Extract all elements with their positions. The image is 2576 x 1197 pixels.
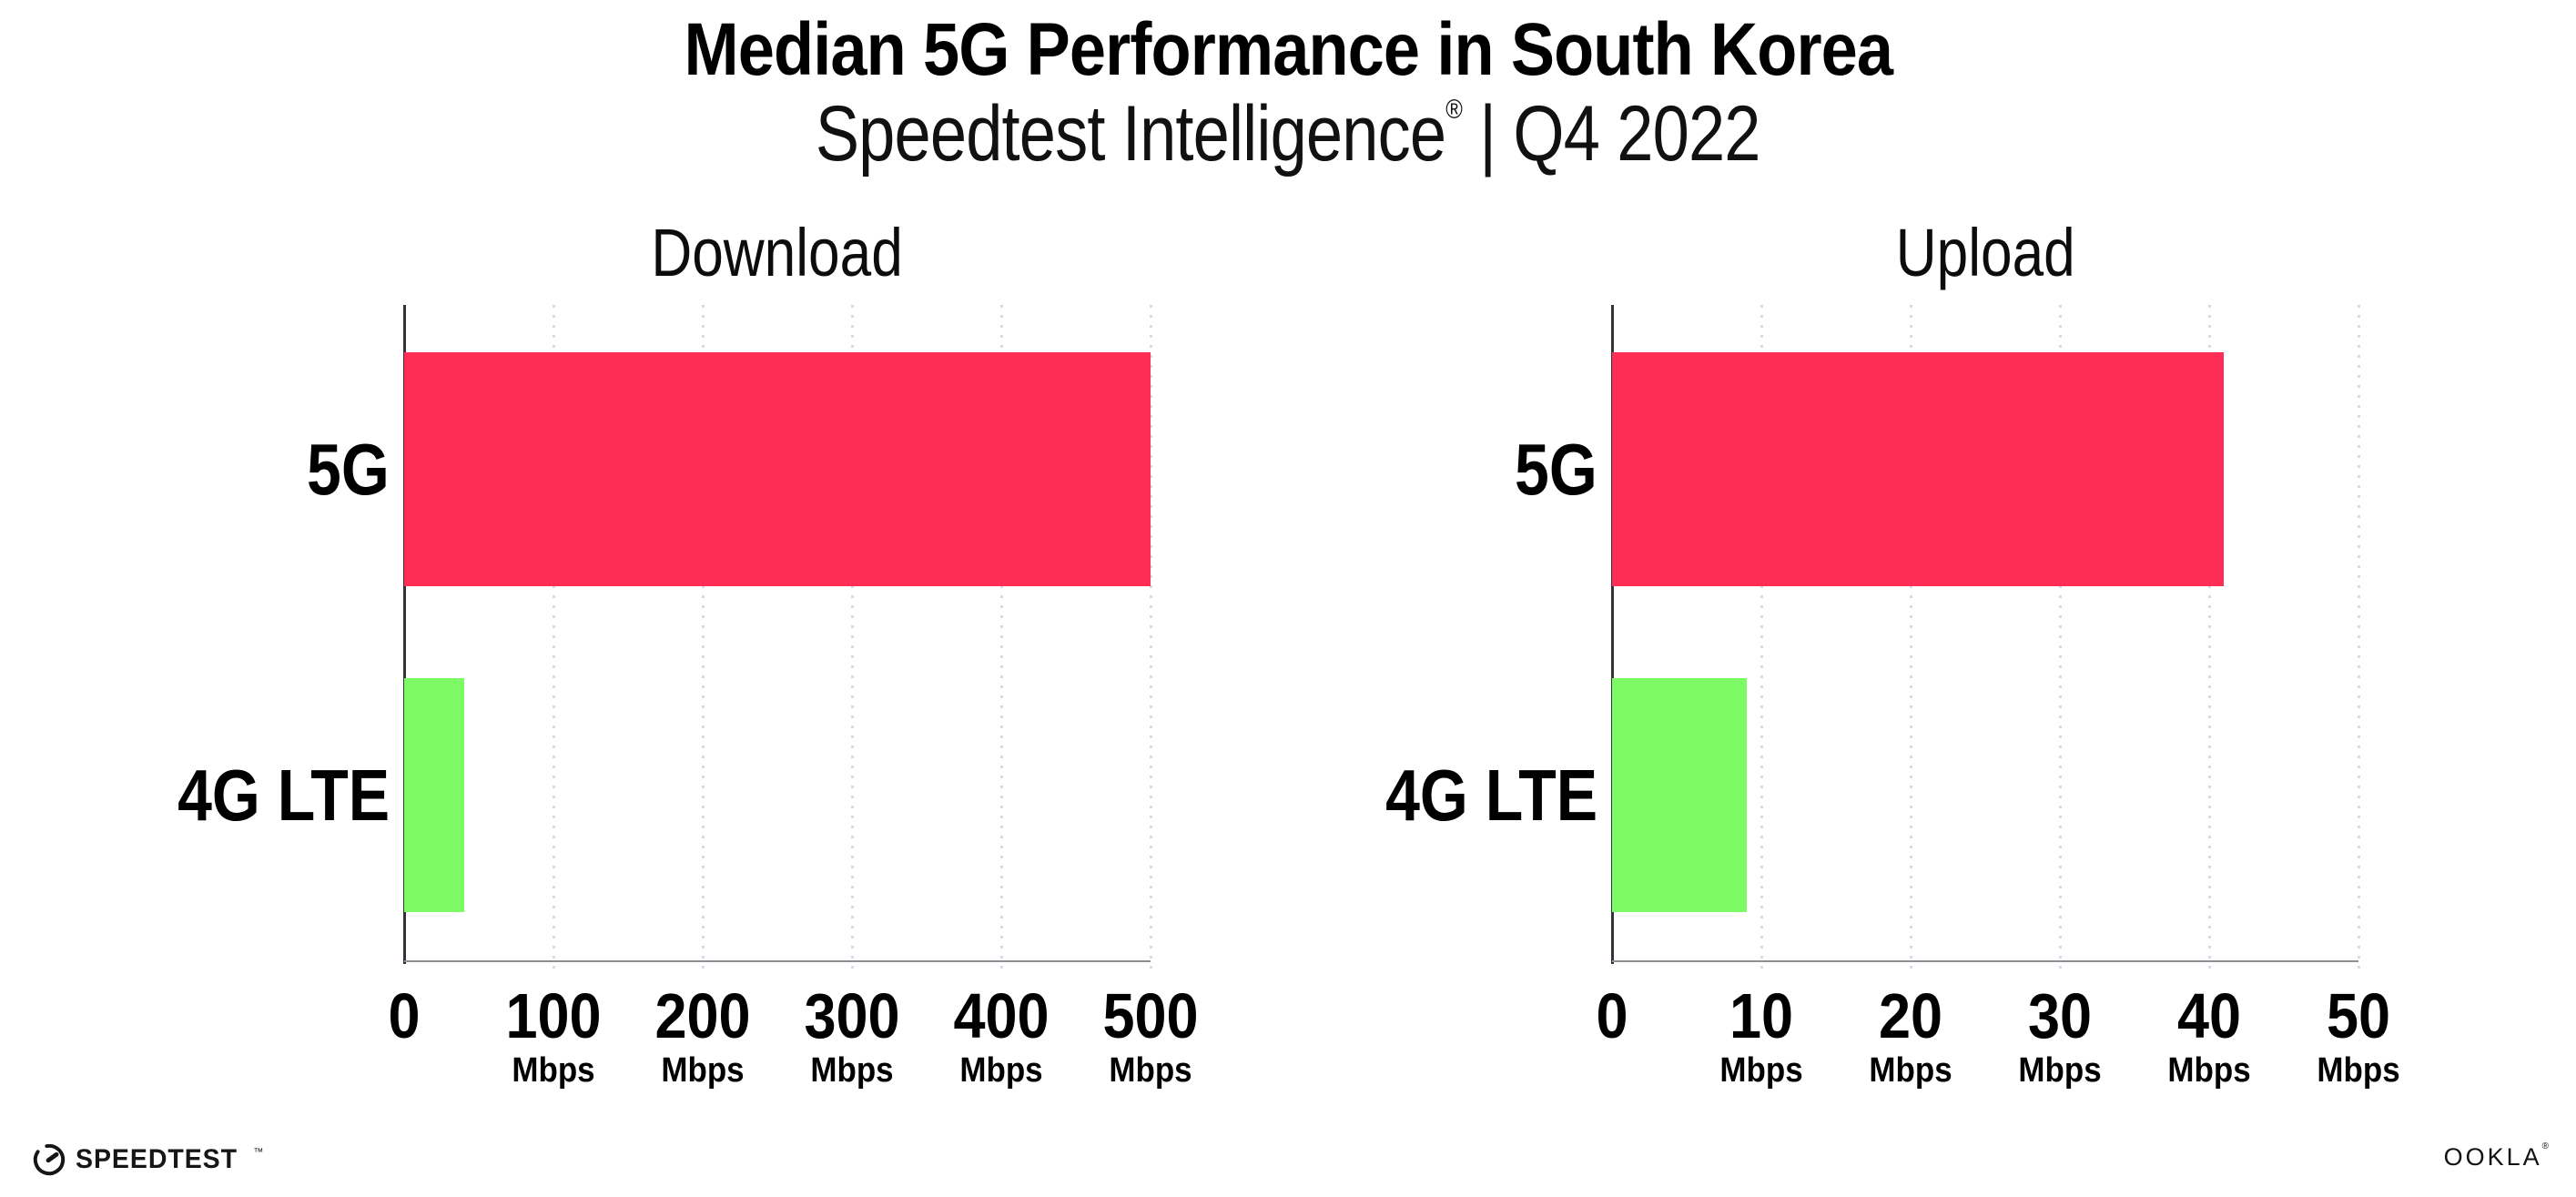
bar-5g <box>1612 352 2225 586</box>
x-tick-unit: Mbps <box>1719 1051 1803 1090</box>
download-x-axis-line <box>404 960 1151 962</box>
x-tick-unit: Mbps <box>512 1051 595 1090</box>
x-tick-value: 100 <box>505 980 602 1051</box>
x-tick-0: 0 <box>387 984 422 1048</box>
gridline-30 <box>2059 305 2062 971</box>
x-tick-20: 20 Mbps <box>1865 984 1955 1088</box>
bar-4g-lte <box>1612 678 1747 913</box>
x-tick-value: 500 <box>1102 980 1199 1051</box>
x-tick-unit: Mbps <box>1109 1051 1192 1090</box>
category-label-text: 5G <box>1515 428 1597 510</box>
gridline-100 <box>553 305 555 971</box>
x-tick-30: 30 Mbps <box>2014 984 2104 1088</box>
page-title: Median 5G Performance in South Korea <box>0 7 2576 93</box>
x-tick-40: 40 Mbps <box>2164 984 2254 1088</box>
x-tick-unit: Mbps <box>2317 1051 2400 1090</box>
x-tick-unit: Mbps <box>1869 1051 1952 1090</box>
gridline-400 <box>1000 305 1003 971</box>
bar-4g-lte <box>404 678 464 913</box>
ookla-wordmark: OOKLA <box>2443 1143 2542 1171</box>
x-tick-unit: Mbps <box>661 1051 745 1090</box>
subtitle-period: | Q4 2022 <box>1462 90 1760 178</box>
category-label-5g: 5G <box>7 428 390 512</box>
x-tick-500: 500 Mbps <box>1098 984 1204 1088</box>
speedtest-gauge-icon <box>33 1143 66 1176</box>
subtitle-brand: Speedtest Intelligence <box>816 90 1446 178</box>
category-label-5g: 5G <box>1215 428 1597 512</box>
gridline-20 <box>1910 305 1912 971</box>
gridline-500 <box>1150 305 1152 971</box>
x-tick-value: 200 <box>654 980 751 1051</box>
download-y-axis-line <box>403 305 406 964</box>
speedtest-trademark: ™ <box>253 1147 264 1158</box>
category-label-4g-lte: 4G LTE <box>7 754 390 837</box>
x-tick-10: 10 Mbps <box>1716 984 1806 1088</box>
x-tick-unit: Mbps <box>810 1051 894 1090</box>
speedtest-logo: SPEEDTEST ™ <box>30 1140 263 1180</box>
gridline-200 <box>702 305 705 971</box>
category-label-4g-lte: 4G LTE <box>1215 754 1597 837</box>
x-tick-0: 0 <box>1595 984 1630 1048</box>
x-tick-100: 100 Mbps <box>501 984 607 1088</box>
x-tick-value: 300 <box>804 980 900 1051</box>
download-plot-area: 0 100 Mbps 200 Mbps 300 Mbps 400 Mbps 500 Mbps 5G 4G… <box>177 305 1199 1088</box>
gridline-300 <box>851 305 854 971</box>
category-label-text: 4G LTE <box>1385 754 1597 836</box>
category-label-text: 5G <box>307 428 390 510</box>
speedtest-wordmark: SPEEDTEST <box>76 1144 238 1174</box>
category-label-text: 4G LTE <box>177 754 390 836</box>
upload-x-axis-line <box>1612 960 2358 962</box>
gridline-50 <box>2358 305 2360 971</box>
gridline-40 <box>2208 305 2211 971</box>
x-tick-value: 0 <box>1596 980 1628 1051</box>
upload-y-axis-line <box>1611 305 1614 964</box>
x-tick-value: 10 <box>1729 980 1794 1051</box>
registered-mark: ® <box>1445 95 1463 125</box>
x-tick-300: 300 Mbps <box>799 984 906 1088</box>
x-tick-unit: Mbps <box>959 1051 1043 1090</box>
upload-chart: Upload 0 10 Mbps 20 Mbps 30 Mbps 40 Mbps 50 Mbps 5G… <box>1385 215 2400 1088</box>
page-subtitle: Speedtest Intelligence® | Q4 2022 <box>0 89 2576 179</box>
page-subtitle-text: Speedtest Intelligence® | Q4 2022 <box>816 89 1761 179</box>
x-tick-400: 400 Mbps <box>948 984 1055 1088</box>
x-tick-value: 50 <box>2326 980 2391 1051</box>
ookla-registered-mark: ® <box>2541 1141 2549 1151</box>
x-tick-200: 200 Mbps <box>650 984 756 1088</box>
page-title-text: Median 5G Performance in South Korea <box>684 8 1893 91</box>
upload-plot-area: 0 10 Mbps 20 Mbps 30 Mbps 40 Mbps 50 Mbps 5G 4G LTE <box>1385 305 2400 1088</box>
x-tick-unit: Mbps <box>2167 1051 2251 1090</box>
x-tick-50: 50 Mbps <box>2313 984 2403 1088</box>
x-tick-value: 30 <box>2027 980 2093 1051</box>
upload-chart-title: Upload <box>1895 215 2075 290</box>
bar-5g <box>404 352 1151 586</box>
x-tick-value: 20 <box>1878 980 1943 1051</box>
x-tick-value: 0 <box>388 980 421 1051</box>
x-tick-value: 400 <box>953 980 1050 1051</box>
download-chart: Download 0 100 Mbps 200 Mbps 300 Mbps 400 Mbps 50… <box>177 215 1199 1088</box>
download-chart-title: Download <box>651 215 904 290</box>
x-tick-unit: Mbps <box>2018 1051 2102 1090</box>
x-tick-value: 40 <box>2176 980 2242 1051</box>
gridline-10 <box>1760 305 1763 971</box>
ookla-logo: OOKLA ® <box>2443 1141 2549 1172</box>
